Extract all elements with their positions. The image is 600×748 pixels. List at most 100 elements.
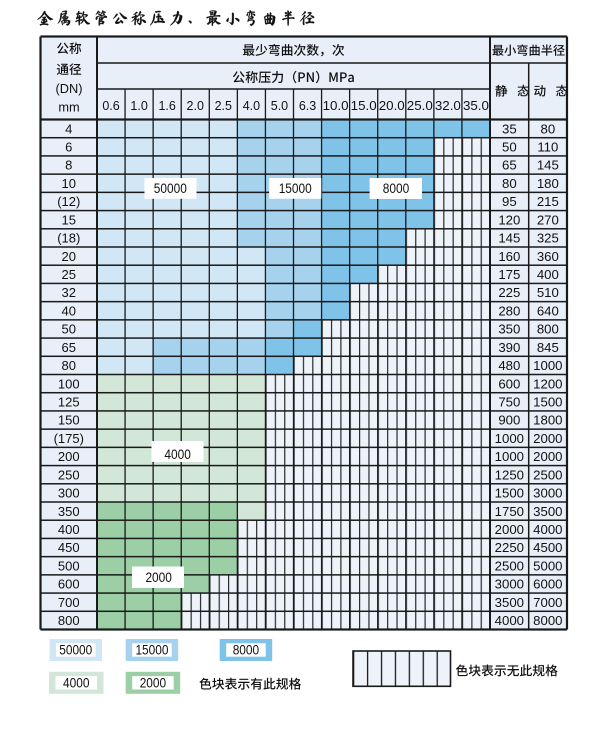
svg-text:32.0: 32.0 [435, 99, 461, 113]
svg-text:325: 325 [537, 231, 559, 246]
svg-text:6000: 6000 [533, 577, 562, 592]
svg-text:15000: 15000 [135, 643, 168, 658]
svg-text:390: 390 [498, 340, 520, 355]
svg-text:4000: 4000 [164, 447, 191, 462]
svg-text:800: 800 [537, 322, 559, 337]
svg-text:35.0: 35.0 [463, 99, 489, 113]
svg-text:10.0: 10.0 [323, 99, 349, 113]
svg-text:4000: 4000 [533, 522, 562, 537]
svg-text:360: 360 [537, 249, 559, 264]
svg-text:6.3: 6.3 [299, 99, 316, 113]
svg-text:4: 4 [65, 121, 72, 136]
svg-text:3500: 3500 [495, 595, 524, 610]
svg-text:1000: 1000 [495, 431, 524, 446]
svg-text:8: 8 [65, 158, 72, 173]
svg-text:300: 300 [58, 486, 80, 501]
svg-text:480: 480 [498, 358, 520, 373]
svg-text:110: 110 [537, 140, 558, 155]
svg-text:800: 800 [58, 613, 80, 628]
svg-text:65: 65 [502, 158, 517, 173]
svg-text:600: 600 [498, 376, 520, 391]
svg-text:400: 400 [537, 267, 559, 282]
svg-text:1.6: 1.6 [158, 99, 175, 113]
svg-text:145: 145 [498, 231, 520, 246]
svg-text:0.6: 0.6 [102, 99, 119, 113]
svg-text:5000: 5000 [533, 558, 562, 573]
svg-text:175: 175 [498, 267, 520, 282]
svg-text:25.0: 25.0 [407, 99, 433, 113]
svg-text:350: 350 [498, 322, 520, 337]
svg-text:mm: mm [58, 100, 79, 115]
svg-text:(175): (175) [54, 431, 84, 446]
svg-text:80: 80 [62, 358, 76, 373]
svg-text:15.0: 15.0 [351, 99, 377, 113]
svg-text:35: 35 [502, 121, 517, 136]
svg-text:(DN): (DN) [55, 81, 82, 96]
svg-text:160: 160 [498, 249, 520, 264]
svg-text:450: 450 [58, 540, 80, 555]
svg-text:20: 20 [62, 249, 76, 264]
svg-text:2000: 2000 [140, 676, 167, 691]
svg-text:40: 40 [62, 303, 76, 318]
svg-text:3000: 3000 [533, 486, 562, 501]
svg-text:10: 10 [62, 176, 76, 191]
svg-text:25: 25 [62, 267, 76, 282]
svg-text:20.0: 20.0 [379, 99, 405, 113]
svg-text:215: 215 [537, 194, 559, 209]
svg-text:1000: 1000 [533, 358, 562, 373]
svg-text:50000: 50000 [59, 643, 92, 658]
svg-text:1500: 1500 [533, 395, 562, 410]
svg-text:4.0: 4.0 [243, 99, 260, 113]
svg-text:8000: 8000 [383, 181, 410, 196]
svg-text:1.0: 1.0 [130, 99, 147, 113]
svg-text:15000: 15000 [279, 181, 312, 196]
svg-text:80: 80 [541, 121, 556, 136]
svg-text:5.0: 5.0 [271, 99, 288, 113]
svg-text:(18): (18) [57, 231, 80, 246]
svg-text:845: 845 [537, 340, 559, 355]
svg-text:640: 640 [537, 303, 559, 318]
svg-text:125: 125 [58, 395, 80, 410]
svg-text:225: 225 [498, 285, 520, 300]
svg-text:145: 145 [537, 158, 559, 173]
svg-text:1250: 1250 [495, 467, 524, 482]
svg-text:7000: 7000 [533, 595, 562, 610]
svg-text:3500: 3500 [533, 504, 562, 519]
svg-text:2500: 2500 [533, 467, 562, 482]
svg-text:250: 250 [58, 467, 80, 482]
svg-text:180: 180 [537, 176, 559, 191]
svg-text:2.0: 2.0 [187, 99, 204, 113]
svg-text:4000: 4000 [495, 613, 524, 628]
svg-text:50000: 50000 [154, 181, 187, 196]
svg-text:50: 50 [502, 140, 517, 155]
svg-text:150: 150 [58, 413, 80, 428]
svg-text:2.5: 2.5 [215, 99, 232, 113]
svg-text:65: 65 [62, 340, 76, 355]
svg-text:2000: 2000 [495, 522, 524, 537]
svg-text:280: 280 [498, 303, 520, 318]
svg-text:8000: 8000 [233, 643, 260, 658]
svg-text:50: 50 [62, 322, 76, 337]
svg-text:95: 95 [502, 194, 517, 209]
svg-text:3000: 3000 [495, 577, 524, 592]
svg-text:1500: 1500 [495, 486, 524, 501]
svg-text:2000: 2000 [533, 449, 562, 464]
svg-text:510: 510 [537, 285, 559, 300]
svg-text:400: 400 [58, 522, 80, 537]
svg-text:2000: 2000 [145, 570, 172, 585]
svg-text:2250: 2250 [495, 540, 524, 555]
svg-text:4000: 4000 [63, 676, 90, 691]
svg-text:500: 500 [58, 558, 80, 573]
svg-text:15: 15 [62, 212, 76, 227]
svg-text:700: 700 [58, 595, 80, 610]
svg-text:1750: 1750 [495, 504, 524, 519]
svg-text:600: 600 [58, 577, 80, 592]
svg-text:1800: 1800 [533, 413, 562, 428]
svg-text:1000: 1000 [495, 449, 524, 464]
svg-text:750: 750 [498, 395, 520, 410]
svg-text:100: 100 [58, 376, 80, 391]
svg-text:8000: 8000 [533, 613, 562, 628]
svg-text:32: 32 [62, 285, 76, 300]
svg-text:6: 6 [65, 140, 72, 155]
svg-text:80: 80 [502, 176, 517, 191]
